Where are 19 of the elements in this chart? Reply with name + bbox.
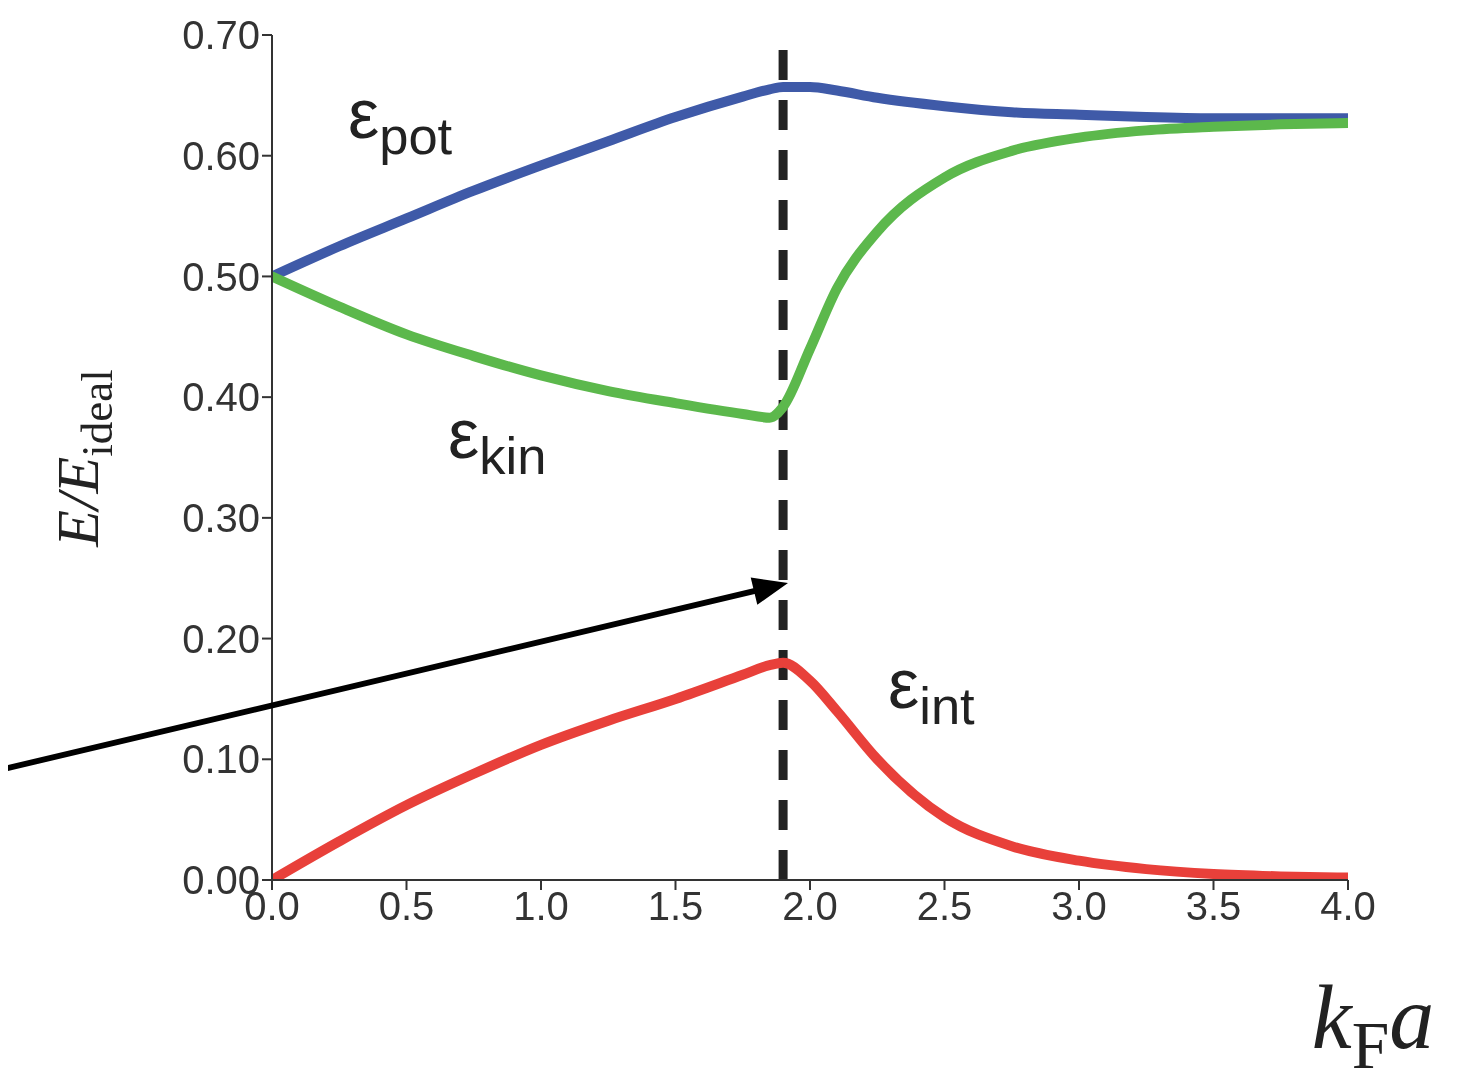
series-label: ε$_{kin}$ — [448, 395, 547, 485]
y-tick-label: 0.10 — [182, 737, 260, 782]
x-tick-label: 1.5 — [647, 884, 704, 929]
y-tick-label: 0.60 — [182, 133, 260, 178]
y-tick-label: 0.70 — [182, 13, 260, 58]
x-axis-title: k$_{F}$a — [1311, 968, 1435, 1069]
y-tick-label: 0.50 — [182, 254, 260, 299]
x-tick-label: 1.0 — [513, 884, 569, 929]
x-tick-label: 2.0 — [782, 884, 838, 929]
x-tick-label: 0.5 — [378, 884, 435, 929]
series-label: ε$_{pot}$ — [348, 75, 453, 165]
y-tick-label: 0.40 — [182, 375, 260, 420]
x-tick-label: 4.0 — [1320, 884, 1376, 929]
y-tick-label: 0.30 — [182, 496, 260, 541]
x-tick-label: 2.5 — [916, 884, 973, 929]
series-label: ε$_{int}$ — [888, 645, 976, 735]
y-tick-label: 0.20 — [182, 616, 260, 661]
x-tick-label: 3.5 — [1185, 884, 1242, 929]
x-tick-label: 3.0 — [1051, 884, 1107, 929]
